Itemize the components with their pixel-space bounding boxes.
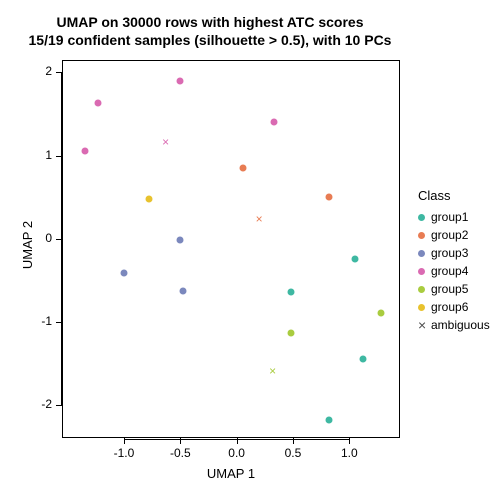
plot-area <box>62 60 400 438</box>
legend-dot-icon <box>418 268 425 275</box>
x-axis-label: UMAP 1 <box>62 466 400 481</box>
title-line-1: UMAP on 30000 rows with highest ATC scor… <box>0 14 420 32</box>
legend-label: group1 <box>431 210 468 224</box>
data-point <box>326 416 333 423</box>
data-point-ambiguous: × <box>162 136 169 148</box>
legend-item-group6: group6 <box>418 298 468 316</box>
legend-item-ambiguous: × ambiguous <box>418 316 490 334</box>
legend-label: ambiguous <box>431 318 490 332</box>
data-point-ambiguous: × <box>256 213 263 225</box>
legend-title: Class <box>418 188 451 203</box>
x-tick <box>293 438 294 444</box>
data-point <box>240 165 247 172</box>
x-tick <box>124 438 125 444</box>
legend-dot-icon <box>418 250 425 257</box>
y-tick-label: 2 <box>45 64 52 78</box>
x-tick-label: 1.0 <box>334 446 364 460</box>
data-point <box>177 77 184 84</box>
legend-dot-icon <box>418 214 425 221</box>
legend-item-group1: group1 <box>418 208 468 226</box>
y-tick-label: -1 <box>41 314 52 328</box>
legend-item-group2: group2 <box>418 226 468 244</box>
legend-cross-icon: × <box>418 320 425 330</box>
y-tick-label: -2 <box>41 397 52 411</box>
legend-label: group3 <box>431 246 468 260</box>
x-tick-label: -1.0 <box>109 446 139 460</box>
chart-title: UMAP on 30000 rows with highest ATC scor… <box>0 14 420 49</box>
legend-dot-icon <box>418 286 425 293</box>
y-tick <box>56 322 62 323</box>
data-point <box>287 288 294 295</box>
data-point <box>177 237 184 244</box>
y-tick <box>56 405 62 406</box>
legend-label: group5 <box>431 282 468 296</box>
chart-container: UMAP on 30000 rows with highest ATC scor… <box>0 0 504 504</box>
data-point <box>95 100 102 107</box>
x-tick <box>237 438 238 444</box>
legend-dot-icon <box>418 304 425 311</box>
y-tick <box>56 156 62 157</box>
legend-label: group2 <box>431 228 468 242</box>
data-point <box>287 330 294 337</box>
y-tick-label: 0 <box>45 231 52 245</box>
y-axis-label: UMAP 2 <box>20 215 35 275</box>
title-line-2: 15/19 confident samples (silhouette > 0.… <box>0 32 420 50</box>
legend-item-group4: group4 <box>418 262 468 280</box>
data-point <box>120 269 127 276</box>
data-point <box>145 195 152 202</box>
data-point-ambiguous: × <box>269 365 276 377</box>
y-tick <box>56 239 62 240</box>
data-point <box>359 356 366 363</box>
y-tick-label: 1 <box>45 148 52 162</box>
legend-item-group5: group5 <box>418 280 468 298</box>
legend-label: group6 <box>431 300 468 314</box>
data-point <box>351 256 358 263</box>
y-tick <box>56 72 62 73</box>
data-point <box>270 119 277 126</box>
data-point <box>377 310 384 317</box>
x-tick-label: 0.5 <box>278 446 308 460</box>
x-tick-label: -0.5 <box>165 446 195 460</box>
x-tick-label: 0.0 <box>222 446 252 460</box>
x-tick <box>349 438 350 444</box>
x-tick <box>180 438 181 444</box>
legend-dot-icon <box>418 232 425 239</box>
data-point <box>179 287 186 294</box>
data-point <box>326 194 333 201</box>
legend-label: group4 <box>431 264 468 278</box>
legend-item-group3: group3 <box>418 244 468 262</box>
data-point <box>81 148 88 155</box>
